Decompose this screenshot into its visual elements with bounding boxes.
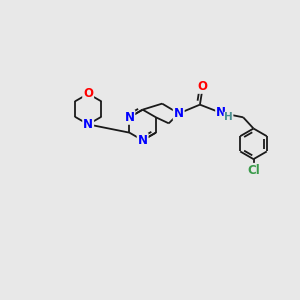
Text: N: N [124, 111, 134, 124]
Text: Cl: Cl [247, 164, 260, 177]
Text: O: O [198, 80, 208, 93]
Text: N: N [138, 134, 148, 147]
Text: H: H [224, 112, 233, 122]
Text: N: N [174, 107, 184, 120]
Text: O: O [83, 87, 93, 100]
Text: N: N [216, 106, 226, 119]
Text: N: N [83, 118, 93, 131]
